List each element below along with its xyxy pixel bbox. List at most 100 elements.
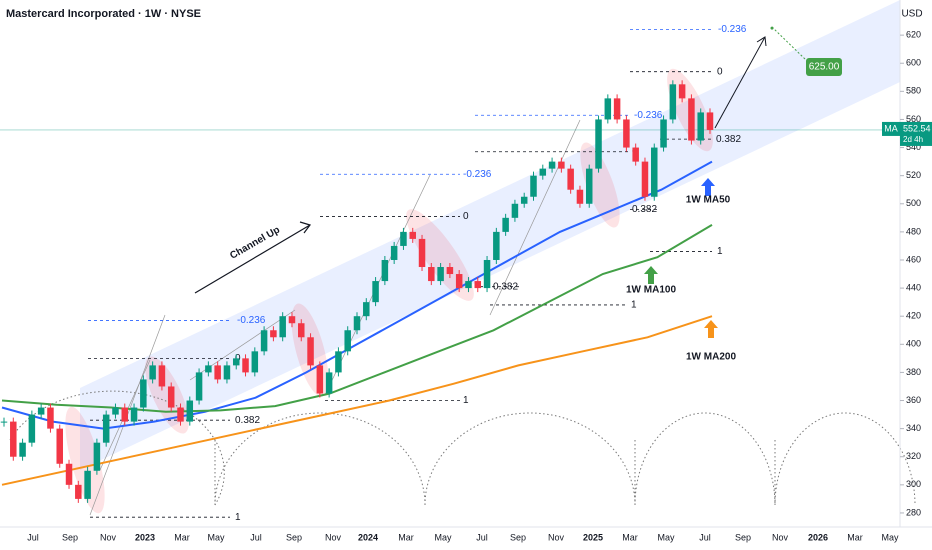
y-tick-label: 340 <box>906 423 921 433</box>
candle-body <box>223 365 231 380</box>
candle-body <box>632 147 639 162</box>
fib-label: 0 <box>463 211 469 222</box>
candle-body <box>195 372 203 401</box>
projection-arrow <box>714 36 766 129</box>
candle-body <box>595 119 602 169</box>
candle-body <box>186 400 194 422</box>
candle-body <box>140 379 147 408</box>
y-tick-label: 440 <box>906 282 921 292</box>
candle-body <box>251 351 259 373</box>
fib-label: -0.236 <box>718 24 747 35</box>
arrow-head <box>756 36 767 47</box>
channel-label: Channel Up <box>228 224 282 261</box>
candle-body <box>56 428 63 464</box>
candle-body <box>390 245 398 260</box>
fib-label: 0.382 <box>632 204 657 215</box>
candle-body <box>604 98 612 120</box>
ma-label: 1W MA100 <box>626 285 676 296</box>
x-tick-label: Jul <box>699 532 711 542</box>
x-tick-label: Sep <box>510 532 526 542</box>
candle-body <box>121 407 129 422</box>
candle-body <box>232 358 240 366</box>
y-tick-label: 400 <box>906 339 921 349</box>
ma-label: 1W MA200 <box>686 352 736 363</box>
candle-body <box>530 175 537 197</box>
candle-body <box>260 330 268 352</box>
candle-body <box>502 217 509 232</box>
x-tick-label: Nov <box>548 532 565 542</box>
ma-line <box>1 160 713 430</box>
candle-body <box>158 365 166 387</box>
fib-label: 1 <box>463 395 469 406</box>
candle-body <box>483 259 491 289</box>
y-tick-label: 500 <box>906 198 921 208</box>
candle-body <box>576 189 584 204</box>
candle-body <box>353 316 361 331</box>
ma-line <box>1 224 713 413</box>
candle-body <box>242 358 249 373</box>
symbol-label: MA <box>884 123 898 133</box>
y-tick-label: 300 <box>906 479 921 489</box>
candle-body <box>307 337 314 366</box>
fib-label: -0.236 <box>634 110 663 121</box>
candle-body <box>520 196 528 204</box>
target-point <box>770 26 774 30</box>
x-tick-label: Mar <box>622 532 638 542</box>
x-tick-label: Jul <box>250 532 262 542</box>
ma-line <box>1 315 713 486</box>
candle-body <box>465 281 472 289</box>
candle-body <box>372 281 379 303</box>
candle-body <box>149 365 156 380</box>
y-tick-label: 560 <box>906 114 921 124</box>
candle-body <box>47 407 54 429</box>
candle-body <box>623 119 630 148</box>
y-tick-label: 480 <box>906 226 921 236</box>
highlight <box>580 142 620 228</box>
candle-body <box>678 84 686 99</box>
fib-label: 1 <box>235 512 241 523</box>
candle-body <box>130 407 138 422</box>
candle-body <box>270 330 277 338</box>
price-label: 552.54 <box>903 123 931 133</box>
candle-body <box>511 203 519 218</box>
target-box <box>806 58 842 76</box>
candle-body <box>660 119 667 148</box>
fib-label: 0 <box>717 66 723 77</box>
candle-body <box>335 351 342 373</box>
candle-body <box>400 231 407 246</box>
x-tick-label: Jul <box>476 532 488 542</box>
y-tick-label: 580 <box>906 86 921 96</box>
y-tick-label: 280 <box>906 507 921 517</box>
price-box <box>900 121 932 146</box>
candle-body <box>214 365 221 380</box>
candle-body <box>567 168 574 190</box>
candle-body <box>10 421 17 457</box>
candle-body <box>558 161 565 169</box>
ma-arrow <box>701 178 715 196</box>
ma-arrow <box>644 266 658 284</box>
y-tick-label: 540 <box>906 142 921 152</box>
candle-body <box>446 267 454 275</box>
x-tick-label: May <box>881 532 899 542</box>
x-tick-label: Jul <box>27 532 39 542</box>
cycle-arc <box>424 412 636 506</box>
fib-label: 1 <box>717 246 723 257</box>
candle-body <box>102 414 110 443</box>
x-tick-label: May <box>434 532 452 542</box>
x-tick-label: Nov <box>772 532 789 542</box>
x-tick-label: 2024 <box>358 532 378 542</box>
candle-body <box>688 98 695 141</box>
candle-body <box>613 98 621 120</box>
cycle-arc <box>634 412 776 506</box>
candle-body <box>539 168 547 176</box>
candle-body <box>75 484 82 499</box>
x-tick-label: May <box>207 532 225 542</box>
candle-body <box>669 84 677 120</box>
x-tick-label: Nov <box>325 532 342 542</box>
ma-label: 1W MA50 <box>686 195 731 206</box>
candle-body <box>651 147 658 197</box>
candle-body <box>585 168 593 204</box>
candle-body <box>455 274 463 289</box>
channel <box>80 0 900 470</box>
